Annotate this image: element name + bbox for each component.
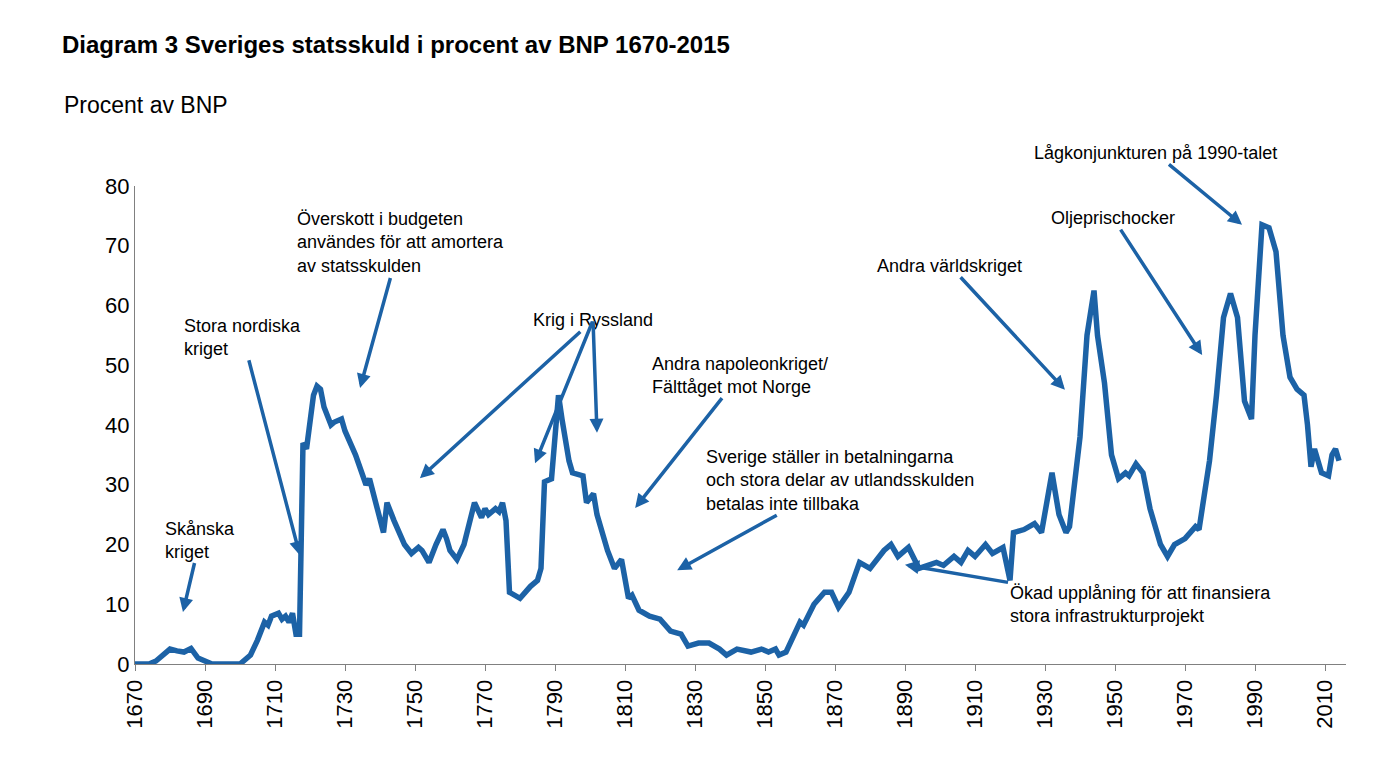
svg-text:10: 10 bbox=[105, 592, 129, 617]
svg-text:1910: 1910 bbox=[962, 680, 987, 729]
svg-text:1810: 1810 bbox=[612, 680, 637, 729]
svg-text:30: 30 bbox=[105, 472, 129, 497]
svg-text:70: 70 bbox=[105, 233, 129, 258]
svg-text:Andra napoleonkriget/Fälttåget: Andra napoleonkriget/Fälttåget mot Norge bbox=[652, 354, 828, 397]
svg-text:Andra världskriget: Andra världskriget bbox=[877, 256, 1022, 276]
svg-text:Skånskakriget: Skånskakriget bbox=[165, 519, 235, 562]
svg-text:1970: 1970 bbox=[1172, 680, 1197, 729]
svg-text:Krig i Ryssland: Krig i Ryssland bbox=[533, 310, 653, 330]
svg-text:1990: 1990 bbox=[1242, 680, 1267, 729]
svg-text:1690: 1690 bbox=[192, 680, 217, 729]
svg-text:40: 40 bbox=[105, 413, 129, 438]
svg-text:2010: 2010 bbox=[1312, 680, 1337, 729]
svg-text:Ökad upplåning för att finansi: Ökad upplåning för att finansierastora i… bbox=[1010, 583, 1271, 626]
svg-text:Sverige ställer in betalningar: Sverige ställer in betalningarnaoch stor… bbox=[706, 447, 974, 514]
svg-text:Oljeprischocker: Oljeprischocker bbox=[1051, 208, 1175, 228]
svg-text:50: 50 bbox=[105, 353, 129, 378]
svg-text:1930: 1930 bbox=[1032, 680, 1057, 729]
svg-text:0: 0 bbox=[117, 652, 129, 677]
svg-text:Stora nordiskakriget: Stora nordiskakriget bbox=[184, 316, 301, 359]
svg-text:1770: 1770 bbox=[472, 680, 497, 729]
svg-text:Procent av BNP: Procent av BNP bbox=[64, 92, 228, 118]
svg-text:80: 80 bbox=[105, 174, 129, 199]
svg-text:1950: 1950 bbox=[1102, 680, 1127, 729]
svg-text:1730: 1730 bbox=[332, 680, 357, 729]
svg-text:20: 20 bbox=[105, 532, 129, 557]
svg-text:1710: 1710 bbox=[262, 680, 287, 729]
svg-text:Diagram 3 Sveriges statsskuld: Diagram 3 Sveriges statsskuld i procent … bbox=[62, 31, 730, 58]
svg-text:1790: 1790 bbox=[542, 680, 567, 729]
svg-text:60: 60 bbox=[105, 293, 129, 318]
svg-text:1850: 1850 bbox=[752, 680, 777, 729]
svg-text:1870: 1870 bbox=[822, 680, 847, 729]
svg-text:Lågkonjunkturen på 1990-talet: Lågkonjunkturen på 1990-talet bbox=[1034, 143, 1277, 163]
svg-text:1670: 1670 bbox=[122, 680, 147, 729]
svg-text:1750: 1750 bbox=[402, 680, 427, 729]
svg-text:1890: 1890 bbox=[892, 680, 917, 729]
svg-text:Överskott i budgetenanvändes f: Överskott i budgetenanvändes för att amo… bbox=[297, 209, 504, 276]
svg-text:1830: 1830 bbox=[682, 680, 707, 729]
